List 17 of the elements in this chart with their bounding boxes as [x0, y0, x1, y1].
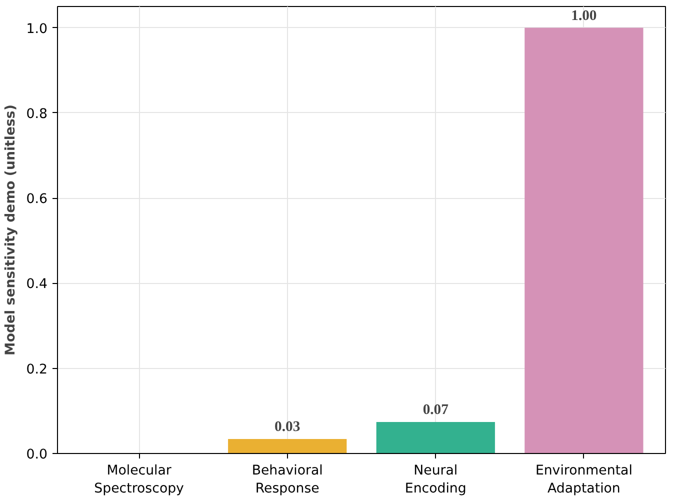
- bar: [376, 422, 495, 454]
- y-tick-label: 0.8: [26, 106, 48, 122]
- bar: [524, 28, 644, 454]
- y-tick-label: 0.6: [26, 192, 48, 208]
- x-tick-label: Neural Encoding: [404, 464, 466, 496]
- x-tick-label: Environmental Adaptation: [535, 464, 632, 496]
- x-tick-label: Molecular Spectroscopy: [94, 464, 184, 496]
- bar: [228, 439, 347, 454]
- y-tick-label: 1.0: [26, 22, 48, 37]
- data-label: 0.03: [274, 419, 300, 436]
- y-tick-label: 0.0: [26, 448, 48, 462]
- data-label: 0.07: [422, 402, 448, 418]
- y-axis-title: Model sensitivity demo (unitless): [3, 104, 18, 356]
- x-tick-label: Behavioral Response: [252, 464, 323, 496]
- y-tick-label: 0.2: [26, 362, 48, 378]
- y-tick-label: 0.4: [26, 277, 48, 292]
- data-label: 1.00: [571, 8, 597, 24]
